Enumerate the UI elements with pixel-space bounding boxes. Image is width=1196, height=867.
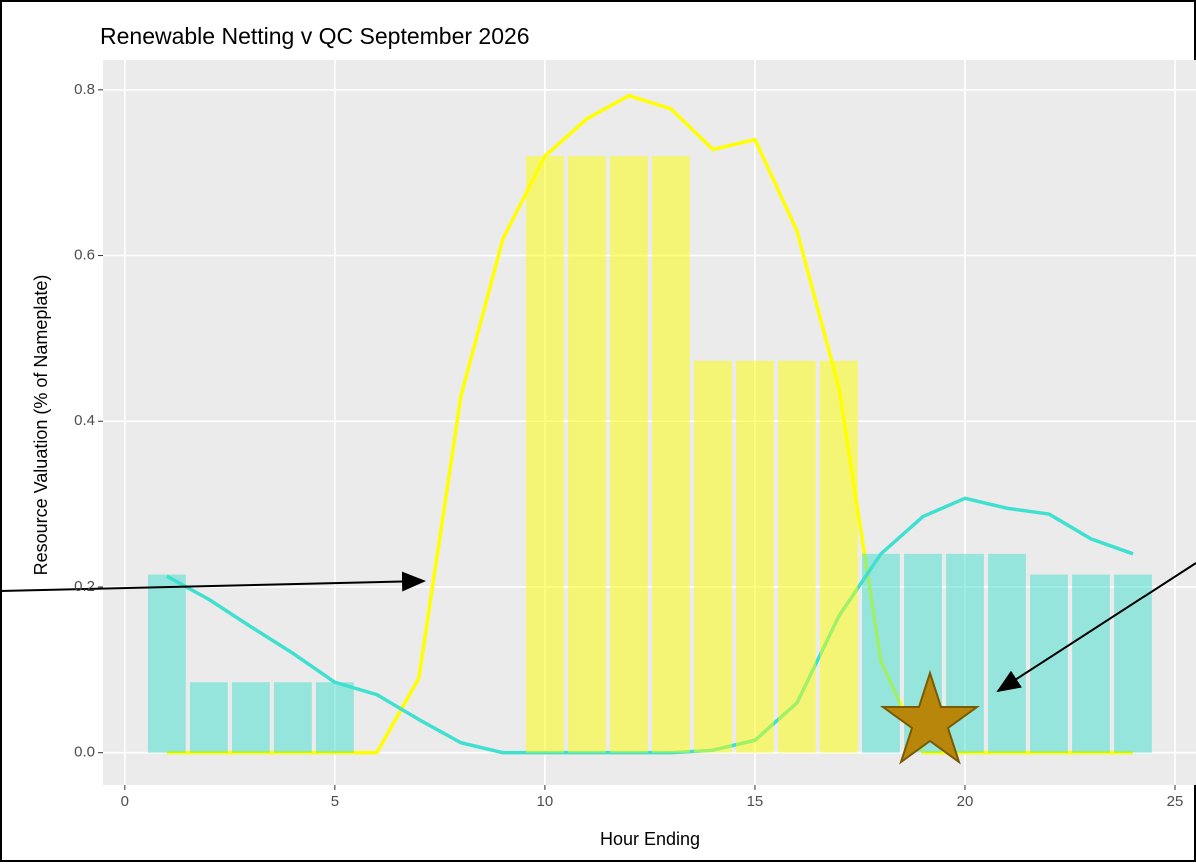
x-tick-label: 15 — [747, 793, 764, 810]
bar — [652, 156, 690, 753]
y-axis-label: Resource Valuation (% of Nameplate) — [31, 275, 51, 576]
y-tick-label: 0.8 — [74, 81, 95, 98]
bar — [736, 360, 774, 753]
y-tick-label: 0.6 — [74, 247, 95, 264]
x-tick-label: 20 — [957, 793, 974, 810]
plot — [103, 60, 1196, 785]
bar — [862, 553, 900, 753]
line — [166, 93, 1133, 755]
bar — [147, 574, 186, 753]
annotations — [0, 562, 1196, 765]
x-tick-label: 10 — [537, 793, 554, 810]
y-tick-label: 0.4 — [74, 412, 95, 429]
bar — [820, 360, 858, 753]
arrow — [996, 562, 1196, 693]
bar — [231, 682, 270, 753]
x-tick-label: 5 — [331, 793, 339, 810]
bar — [988, 553, 1026, 753]
star — [879, 669, 981, 765]
x-axis-label: Hour Ending — [600, 829, 700, 849]
bar — [568, 156, 606, 753]
arrow — [0, 571, 426, 592]
bar — [315, 682, 354, 753]
bar — [273, 682, 312, 753]
bar — [1072, 574, 1110, 753]
x-tick-label: 0 — [121, 793, 129, 810]
bar — [526, 156, 564, 753]
chart-title: Renewable Netting v QC September 2026 — [100, 23, 530, 49]
bar — [694, 360, 732, 753]
y-tick-label: 0.0 — [74, 744, 95, 761]
line — [166, 496, 1134, 755]
y-tick-label: 0.2 — [74, 578, 95, 595]
bar — [778, 360, 816, 753]
bar — [189, 682, 228, 753]
bar — [1114, 574, 1152, 753]
bar — [610, 156, 648, 753]
x-tick-label: 25 — [1167, 793, 1184, 810]
bar — [1030, 574, 1068, 753]
